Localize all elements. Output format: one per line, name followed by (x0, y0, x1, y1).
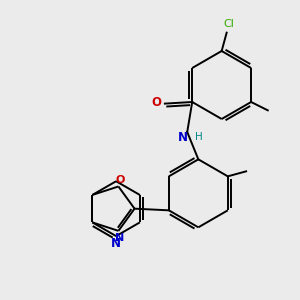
Text: Cl: Cl (223, 19, 234, 29)
Text: H: H (195, 132, 203, 142)
Text: N: N (110, 237, 120, 250)
Text: O: O (152, 97, 162, 110)
Text: O: O (116, 176, 125, 185)
Text: N: N (116, 233, 125, 243)
Text: N: N (178, 131, 188, 145)
